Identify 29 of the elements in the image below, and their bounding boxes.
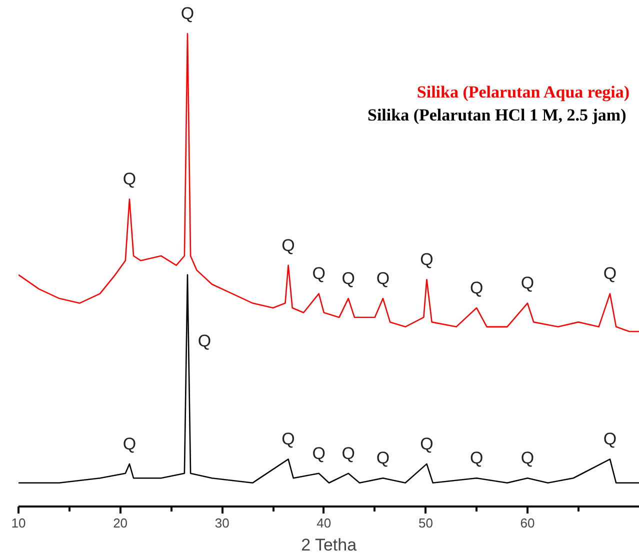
annotation: Q xyxy=(470,448,484,468)
x-tick-label: 60 xyxy=(520,516,535,530)
annotation: Q xyxy=(122,434,136,454)
annotation: Q xyxy=(470,278,484,298)
x-tick-label: 50 xyxy=(418,516,433,530)
x-axis-title: 2 Tetha xyxy=(301,536,358,554)
annotation: Q xyxy=(376,268,390,288)
annotation: Q xyxy=(520,448,534,468)
annotation: Q xyxy=(420,250,434,270)
annotation: Q xyxy=(282,236,295,255)
annotation: Q xyxy=(312,444,326,463)
x-tick-label: 40 xyxy=(316,516,332,530)
annotation: Q xyxy=(282,430,295,449)
annotation: Q xyxy=(198,331,212,350)
annotation: Q xyxy=(376,448,390,468)
annotation: Q xyxy=(603,430,617,449)
text: Silika (Pelarutan HCl 1 M, 2.5 jam) xyxy=(367,106,626,124)
annotation: Q xyxy=(603,264,617,284)
annotation: Q xyxy=(122,170,136,189)
annotation: Q xyxy=(342,268,355,288)
annotation: Q xyxy=(180,4,194,24)
annotation: Q xyxy=(312,264,326,284)
x-tick-label: 20 xyxy=(113,516,128,530)
annotation: Q xyxy=(520,274,534,293)
x-tick-label: 10 xyxy=(11,516,26,530)
annotation: Q xyxy=(342,444,355,463)
annotation: Q xyxy=(420,434,434,454)
text: Silika (Pelarutan Aqua regia) xyxy=(416,82,630,102)
x-tick-label: 30 xyxy=(214,516,230,530)
